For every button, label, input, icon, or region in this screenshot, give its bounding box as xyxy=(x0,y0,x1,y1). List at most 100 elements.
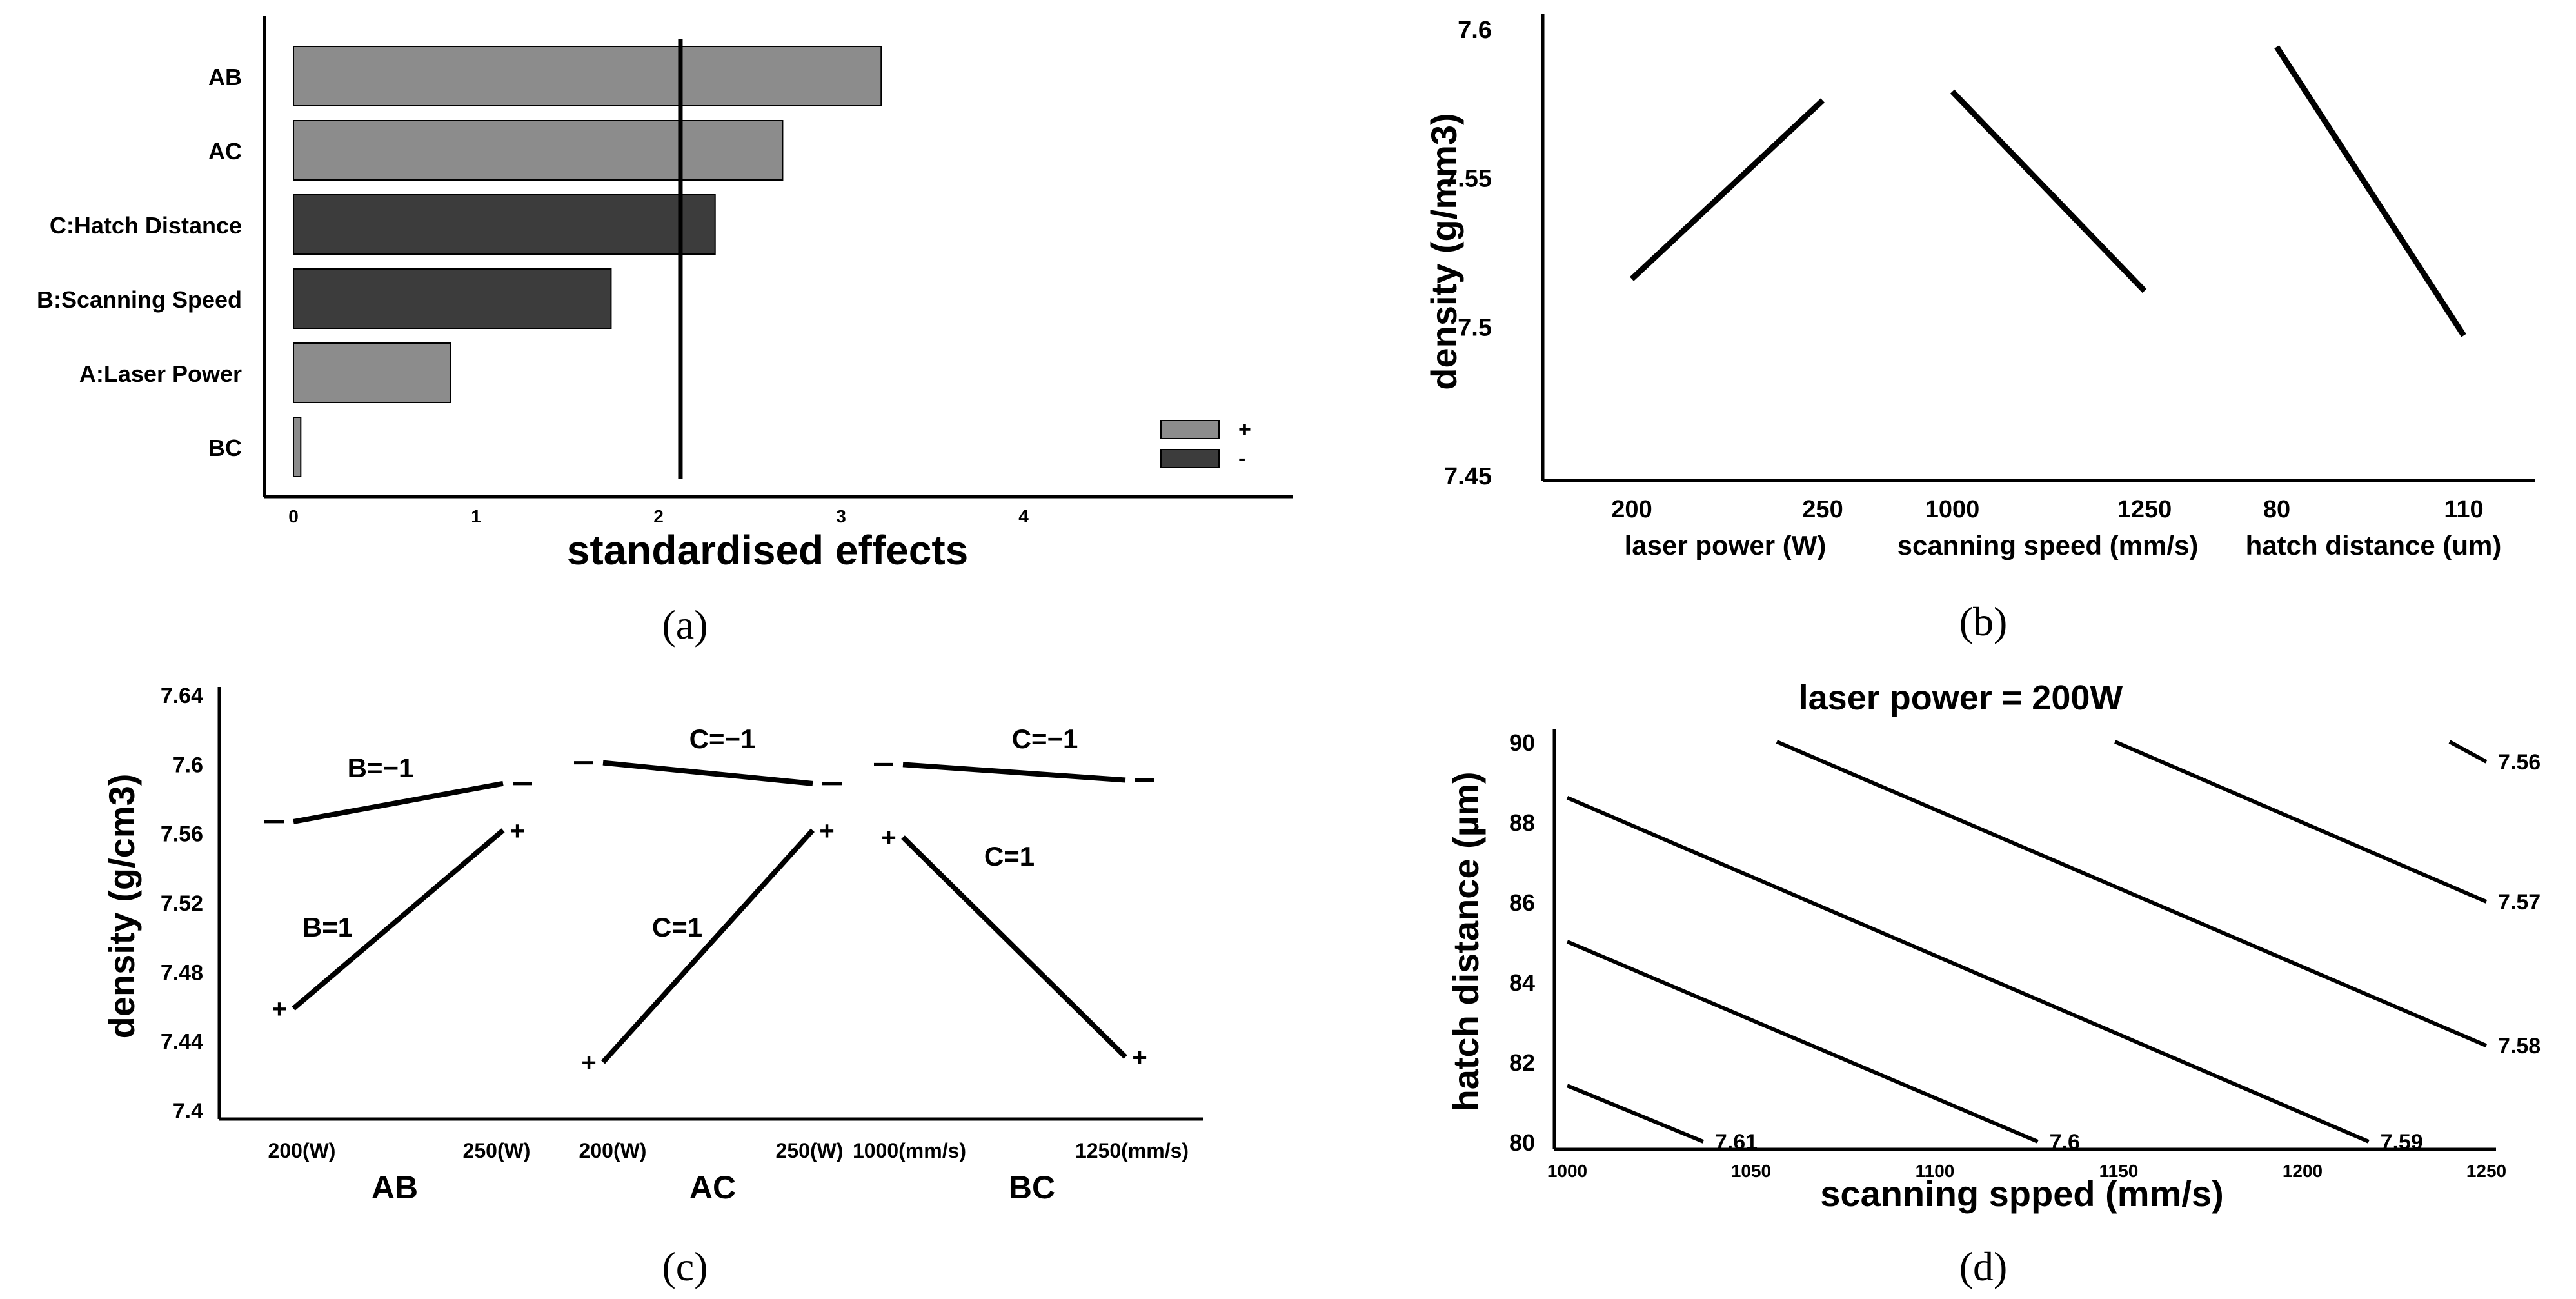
x-tick-label-laser-power-w-high: 250 xyxy=(1802,496,1843,523)
y-tick-label-7-45: 7.45 xyxy=(1444,463,1492,490)
y-tick-label-7-56: 7.56 xyxy=(161,822,203,847)
x-tick-label-scanning-speed-mm-s-low: 1000 xyxy=(1925,496,1980,523)
interaction-bc-high-line xyxy=(901,835,1127,1059)
contour-7-61-label: 7.61 xyxy=(1715,1130,1758,1155)
interaction-ac-high-label: C=1 xyxy=(652,912,702,942)
interaction-ac-low-line xyxy=(602,760,813,786)
panel-a-effects-bar-chart: AB AC C:Hatch Distance B:Scanning Speed A:La… xyxy=(37,16,1293,648)
interaction-ab-high-line xyxy=(292,828,505,1011)
y-tick-label-86: 86 xyxy=(1509,889,1535,916)
category-label-c-hatch-distance: C:Hatch Distance xyxy=(50,212,242,239)
y-tick-label-7-5: 7.5 xyxy=(1458,314,1492,341)
x-tick-label-hatch-distance-um-low: 80 xyxy=(2263,496,2290,523)
factor-label-laser-power-w: laser power (W) xyxy=(1625,530,1827,560)
interaction-bc-low-line xyxy=(902,762,1126,783)
x-tick-label-4: 4 xyxy=(1018,506,1029,526)
x-tick-label-1050: 1050 xyxy=(1731,1161,1771,1181)
bar-a-laser-power xyxy=(293,342,451,403)
x-tick-label-hatch-distance-um-high: 110 xyxy=(2444,496,2483,523)
contour-7-6-label: 7.6 xyxy=(2050,1130,2080,1155)
y-axis-title: density (g/mm3) xyxy=(1423,113,1464,390)
x-tick-label-1100: 1100 xyxy=(1916,1161,1955,1181)
y-tick-label-7-52: 7.52 xyxy=(161,891,203,916)
interaction-ab-high-marker-end: + xyxy=(510,817,524,845)
x-tick-label-1: 1 xyxy=(471,506,481,526)
bar-ab xyxy=(293,46,882,106)
category-label-bc: BC xyxy=(208,435,242,461)
y-axis-title: hatch distance (µm) xyxy=(1445,771,1486,1111)
x-tick-label-0: 0 xyxy=(288,506,299,526)
x-tick-label-ac-high: 250(W) xyxy=(776,1139,844,1162)
contour-7-6-line xyxy=(1566,940,2039,1144)
group-label-ac: AC xyxy=(689,1169,736,1205)
plot-title: laser power = 200W xyxy=(1799,679,2123,717)
x-tick-label-1200: 1200 xyxy=(2283,1161,2323,1181)
y-tick-label-7-4: 7.4 xyxy=(173,1099,203,1124)
panel-c-caption: (c) xyxy=(662,1244,708,1289)
interaction-ab-low-line xyxy=(293,780,504,824)
x-tick-label-scanning-speed-mm-s-high: 1250 xyxy=(2117,496,2172,523)
contour-7-61-line xyxy=(1566,1084,1705,1144)
x-tick-label-1000: 1000 xyxy=(1547,1161,1587,1181)
contour-7-58-line xyxy=(1776,740,2488,1047)
panel-b-caption: (b) xyxy=(1959,599,2008,644)
y-tick-label-84: 84 xyxy=(1509,969,1535,996)
x-tick-label-ab-low: 200(W) xyxy=(268,1139,336,1162)
interaction-ab-low-label: B=−1 xyxy=(348,753,414,783)
category-label-b-scanning-speed: B:Scanning Speed xyxy=(37,286,242,313)
panel-a-caption: (a) xyxy=(662,602,708,648)
bar-ac xyxy=(293,120,784,181)
interaction-ab-high-marker-start: + xyxy=(272,995,286,1024)
main-effect-line-hatch-distance-um xyxy=(2274,45,2466,337)
main-effect-line-scanning-speed-mm-s xyxy=(1950,89,2147,293)
x-axis-title: scanning spped (mm/s) xyxy=(1820,1173,2223,1214)
group-label-bc: BC xyxy=(1009,1169,1055,1205)
y-tick-label-90: 90 xyxy=(1509,729,1535,756)
legend-swatch-positive xyxy=(1160,420,1220,439)
x-tick-label-1150: 1150 xyxy=(2099,1161,2139,1181)
interaction-bc-low-label: C=−1 xyxy=(1012,724,1078,754)
y-tick-label-80: 80 xyxy=(1509,1129,1535,1156)
factor-label-hatch-distance-um: hatch distance (um) xyxy=(2246,530,2502,560)
interaction-bc-high-label: C=1 xyxy=(984,841,1035,871)
y-tick-label-82: 82 xyxy=(1509,1049,1535,1076)
contour-7-56-line xyxy=(2448,740,2488,764)
bar-c-hatch-distance xyxy=(293,194,716,255)
bar-b-scanning-speed xyxy=(293,268,612,329)
interaction-bc-high-marker-start: + xyxy=(881,824,896,852)
y-tick-label-88: 88 xyxy=(1509,809,1535,836)
group-label-ab: AB xyxy=(372,1169,418,1205)
category-label-ac: AC xyxy=(208,138,242,164)
legend-label-positive: + xyxy=(1238,417,1251,442)
interaction-ac-high-marker-start: + xyxy=(581,1049,596,1077)
x-tick-label-ab-high: 250(W) xyxy=(463,1139,531,1162)
x-tick-label-ac-low: 200(W) xyxy=(579,1139,647,1162)
contour-7-57-line xyxy=(2114,740,2488,904)
panel-b-main-effects-plot: 7.45 7.5 7.55 7.6 density (g/mm3) 200 250 laser… xyxy=(1423,14,2535,644)
category-label-a-laser-power: A:Laser Power xyxy=(79,361,242,387)
interaction-ac-low-label: C=−1 xyxy=(689,724,756,754)
legend-label-negative: - xyxy=(1238,446,1245,471)
contour-7-56-label: 7.56 xyxy=(2498,750,2541,775)
interaction-bc-high-marker-end: + xyxy=(1132,1044,1147,1072)
y-tick-label-7-64: 7.64 xyxy=(161,684,203,708)
interaction-ac-high-line xyxy=(601,828,815,1064)
x-tick-label-bc-low: 1000(mm/s) xyxy=(853,1139,966,1162)
x-tick-label-bc-high: 1250(mm/s) xyxy=(1075,1139,1189,1162)
panel-d-caption: (d) xyxy=(1959,1244,2008,1289)
contour-7-58-label: 7.58 xyxy=(2498,1034,2541,1058)
x-tick-label-laser-power-w-low: 200 xyxy=(1611,496,1652,523)
y-tick-label-7-44: 7.44 xyxy=(161,1030,203,1055)
panel-d-contour-plot: laser power = 200W 1000 1050 1100 1150 1200 12… xyxy=(1445,679,2541,1289)
contour-7-57-label: 7.57 xyxy=(2498,890,2541,915)
y-tick-label-7-6: 7.6 xyxy=(173,753,203,777)
legend-swatch-negative xyxy=(1160,449,1220,468)
interaction-ab-high-label: B=1 xyxy=(302,912,353,942)
interaction-ac-high-marker-end: + xyxy=(819,817,834,845)
category-label-ab: AB xyxy=(208,64,242,90)
y-tick-label-7-55: 7.55 xyxy=(1444,166,1492,193)
y-tick-label-7-48: 7.48 xyxy=(161,960,203,985)
panel-c-interaction-plot: 7.4 7.44 7.48 7.52 7.56 7.6 7.64 density (g/cm3… xyxy=(101,684,1203,1289)
y-tick-label-7-6: 7.6 xyxy=(1458,17,1492,44)
